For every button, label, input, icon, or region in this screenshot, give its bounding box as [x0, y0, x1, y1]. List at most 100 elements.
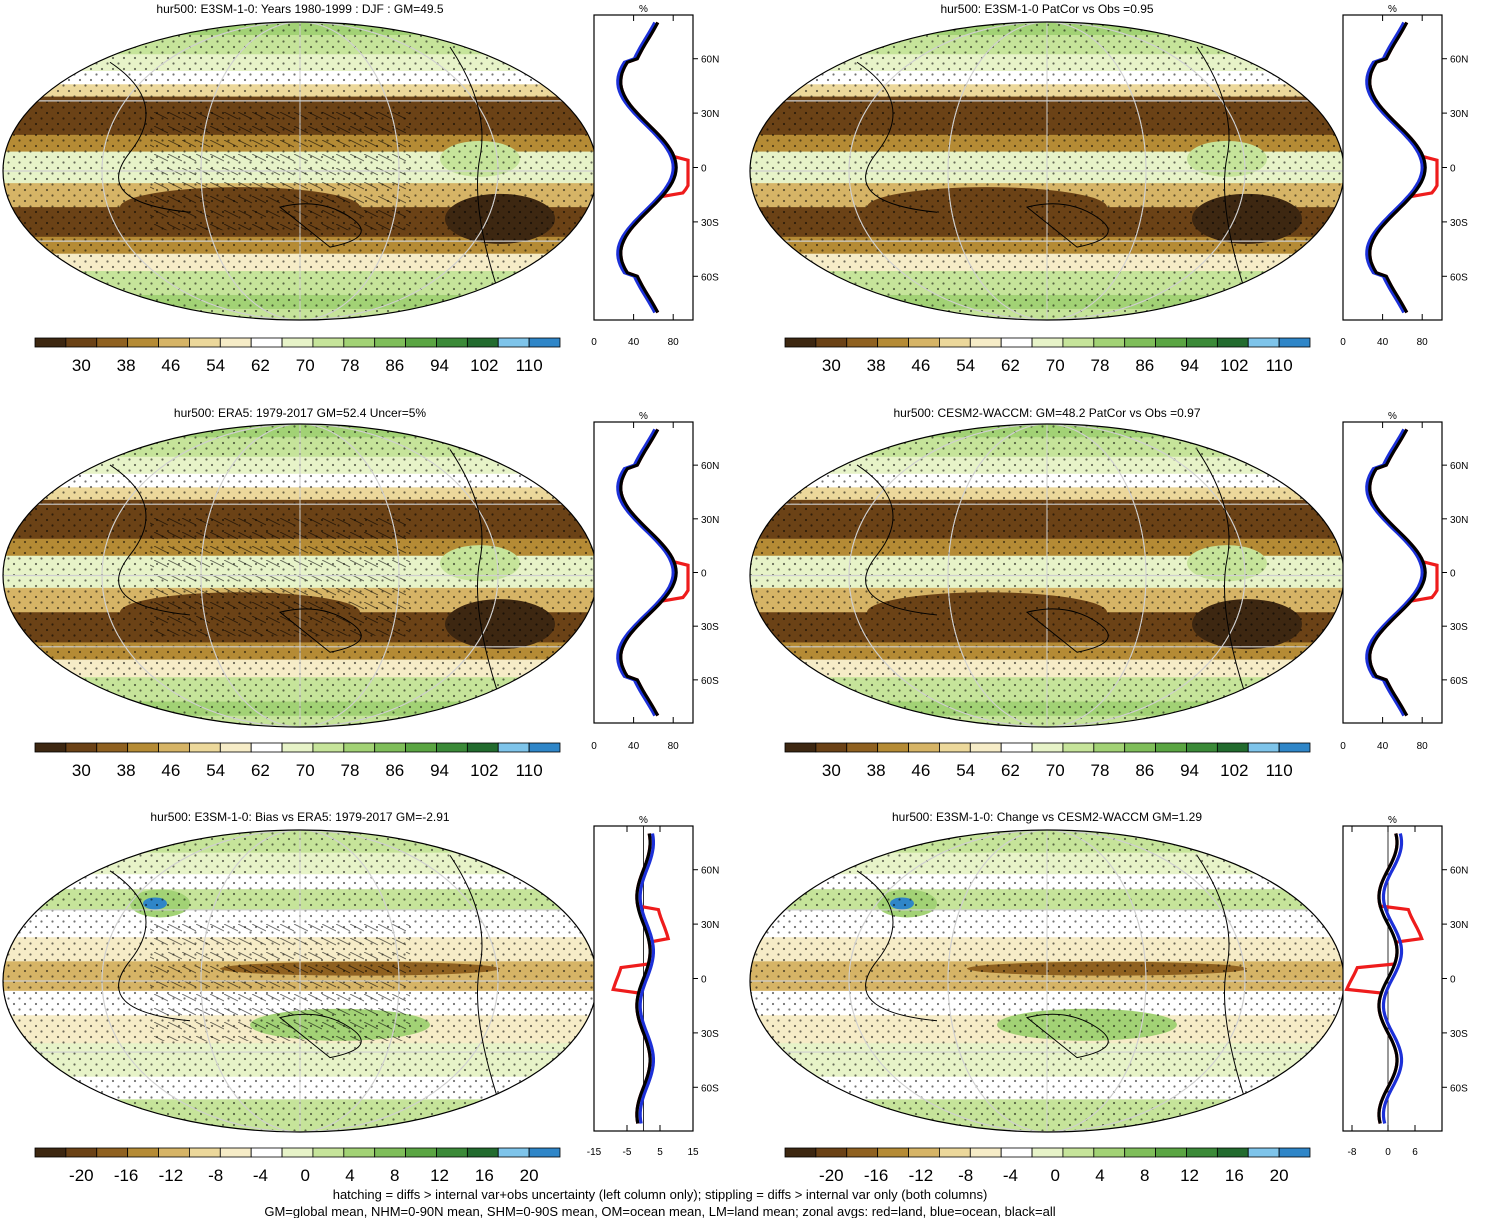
value-tick-label: 0	[591, 741, 597, 752]
colorbar-swatch	[1062, 337, 1095, 348]
value-tick-label: 80	[1417, 741, 1429, 752]
map-field	[3, 424, 597, 727]
panel-3: hur500: ERA5: 1979-2017 GM=52.4 Uncer=5%…	[2, 406, 719, 780]
colorbar: 30 38 46 54 62 70 78 86 94 102 110	[784, 337, 1311, 375]
value-tick-label: 40	[628, 337, 640, 348]
zonal-frame	[1342, 421, 1443, 724]
colorbar-label: 30	[72, 761, 91, 780]
zonal-mean-plot: % 60N 30N 0 30S 60S -15 -5 5 15	[587, 815, 720, 1158]
panels-layer: hur500: E3SM-1-0: Years 1980-1999 : DJF …	[2, 2, 1468, 1185]
colorbar-swatch	[784, 1147, 817, 1158]
colorbar-swatch	[1124, 1147, 1156, 1158]
colorbar-swatch	[250, 742, 283, 753]
colorbar-swatch	[528, 1147, 561, 1158]
colorbar-swatch	[34, 337, 67, 348]
lat-label: 60S	[701, 1083, 719, 1094]
colorbar-label: 46	[161, 761, 180, 780]
zonal-frame	[1342, 14, 1443, 321]
lat-label: 60S	[1450, 1083, 1468, 1094]
zonal-ocean-curve	[638, 833, 655, 1124]
zonal-unit: %	[1388, 815, 1397, 826]
colorbar-swatch	[1000, 1147, 1033, 1158]
colorbar-swatch	[1093, 742, 1126, 753]
value-tick-label: -5	[623, 1147, 632, 1158]
lat-label: 0	[1450, 975, 1456, 986]
colorbar-swatch	[1247, 1147, 1280, 1158]
colorbar-label: -20	[69, 1166, 94, 1185]
colorbar-swatch	[1278, 337, 1311, 348]
map-field	[750, 22, 1344, 320]
colorbar-label: -8	[958, 1166, 973, 1185]
value-tick-label: 0	[1340, 741, 1346, 752]
zonal-frame	[593, 421, 694, 724]
colorbar-swatch	[846, 337, 879, 348]
colorbar-label: 78	[1091, 761, 1110, 780]
colorbar-swatch	[466, 337, 499, 348]
value-tick-label: 40	[1377, 337, 1389, 348]
colorbar-swatch	[1186, 337, 1218, 348]
colorbar-swatch	[312, 337, 345, 348]
lat-label: 30S	[701, 1029, 719, 1040]
colorbar-label: 110	[516, 761, 543, 780]
colorbar-label: 70	[296, 761, 315, 780]
colorbar-label: 46	[161, 356, 180, 375]
colorbar-swatch	[784, 742, 817, 753]
colorbar-swatch	[405, 337, 437, 348]
lat-label: 0	[701, 975, 707, 986]
map-field	[3, 22, 597, 320]
colorbar-label: 38	[867, 356, 886, 375]
zonal-unit: %	[1388, 411, 1397, 422]
footer-line-1: hatching = diffs > internal var+obs unce…	[333, 1187, 988, 1202]
footer-line-2: GM=global mean, NHM=0-90N mean, SHM=0-90…	[264, 1204, 1055, 1218]
colorbar-label: 62	[251, 356, 270, 375]
lat-label: 0	[701, 164, 707, 175]
coastline	[109, 46, 501, 298]
colorbar-swatch	[343, 742, 376, 753]
colorbar-swatch	[1155, 742, 1187, 753]
lat-label: 60N	[701, 866, 719, 877]
colorbar-label: 54	[206, 761, 225, 780]
value-tick-label: 40	[628, 741, 640, 752]
colorbar-label: 94	[1180, 356, 1199, 375]
colorbar-swatch	[877, 1147, 909, 1158]
colorbar-swatch	[65, 1147, 98, 1158]
colorbar-swatch	[908, 337, 940, 348]
colorbar-swatch	[405, 742, 437, 753]
zonal-all-curve	[1377, 833, 1399, 1124]
colorbar-swatch	[1062, 1147, 1095, 1158]
colorbar-swatch	[528, 337, 561, 348]
map-field	[750, 424, 1344, 727]
panel-title: hur500: ERA5: 1979-2017 GM=52.4 Uncer=5%	[174, 406, 426, 420]
colorbar-swatch	[1000, 742, 1033, 753]
colorbar-swatch	[1124, 337, 1156, 348]
panel-1: hur500: E3SM-1-0: Years 1980-1999 : DJF …	[2, 2, 719, 375]
colorbar-label: 86	[385, 356, 404, 375]
zonal-ocean-curve	[1381, 833, 1404, 1124]
lat-label: 30S	[701, 218, 719, 229]
colorbar-swatch	[189, 1147, 221, 1158]
colorbar-swatch	[969, 1147, 1002, 1158]
value-tick-label: 5	[657, 1147, 663, 1158]
colorbar-swatch	[219, 337, 252, 348]
value-tick-label: -8	[1348, 1147, 1357, 1158]
colorbar-label: -20	[819, 1166, 844, 1185]
panel-title: hur500: E3SM-1-0 PatCor vs Obs =0.95	[940, 2, 1153, 16]
panel-title: hur500: CESM2-WACCM: GM=48.2 PatCor vs O…	[893, 406, 1200, 420]
colorbar-swatch	[1031, 1147, 1064, 1158]
colorbar-label: 54	[956, 761, 975, 780]
colorbar-label: 30	[822, 761, 841, 780]
colorbar-swatch	[65, 742, 98, 753]
colorbar-swatch	[1247, 742, 1280, 753]
coastline	[856, 46, 1248, 298]
colorbar-label: -8	[208, 1166, 223, 1185]
colorbar-label: 0	[300, 1166, 309, 1185]
colorbar-swatch	[312, 1147, 345, 1158]
colorbar-label: 70	[1046, 356, 1065, 375]
zonal-mean-plot: % 60N 30N 0 30S 60S 0 40 80	[591, 4, 719, 348]
lat-label: 0	[701, 569, 707, 580]
colorbar-swatch	[877, 742, 909, 753]
colorbar-swatch	[939, 1147, 971, 1158]
colorbar-swatch	[158, 742, 190, 753]
colorbar-label: -16	[864, 1166, 889, 1185]
